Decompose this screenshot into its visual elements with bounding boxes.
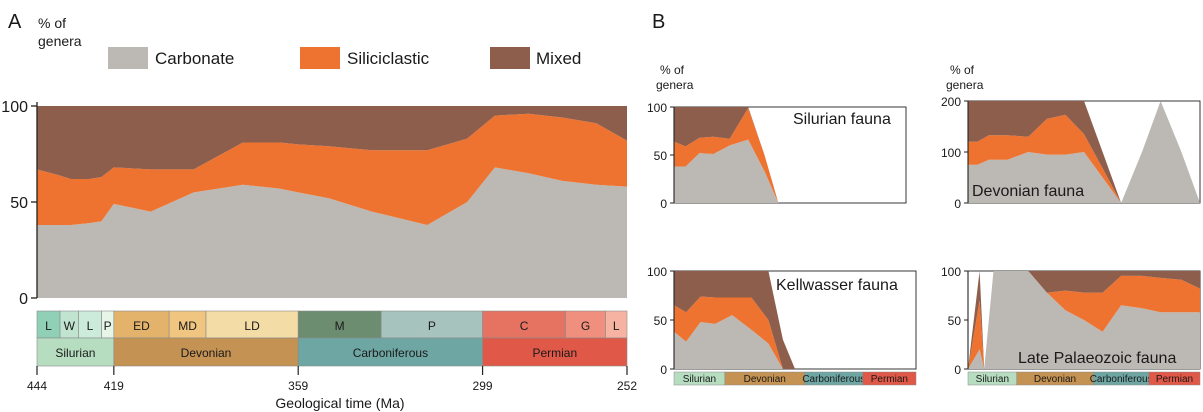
y-tick-label: 50 xyxy=(654,149,668,163)
x-tick-label: 419 xyxy=(104,379,124,393)
stage-label: LD xyxy=(244,319,260,333)
legend-swatch-mixed xyxy=(490,47,530,69)
y-tick-label: 0 xyxy=(954,363,961,377)
stage-label: M xyxy=(335,319,345,333)
period-box xyxy=(297,337,483,367)
kellwasser-fauna-area-carbonate xyxy=(674,315,916,369)
stage-box xyxy=(205,310,299,339)
y-axis-label: genera xyxy=(946,78,984,92)
stage-box xyxy=(297,310,382,339)
panel-letter-a: A xyxy=(8,11,22,33)
period-box xyxy=(36,337,115,367)
late-palaeozoic-fauna-area-mixed xyxy=(968,271,1200,369)
x-axis-title: Geological time (Ma) xyxy=(275,395,404,411)
mini-period-box xyxy=(1148,371,1201,386)
period-box xyxy=(113,337,299,367)
chart-title: Late Palaeozoic fauna xyxy=(1018,350,1176,367)
mini-period-label: Devonian xyxy=(1034,374,1076,385)
legend-swatch-siliciclastic xyxy=(300,47,340,69)
kellwasser-fauna-area-mixed xyxy=(674,271,916,369)
stage-label: P xyxy=(428,319,436,333)
stage-label: MD xyxy=(178,319,197,333)
stage-label: L xyxy=(45,319,52,333)
legend-swatch-carbonate xyxy=(108,47,148,69)
mini-period-label: Carboniferous xyxy=(1090,374,1153,385)
mini-period-label: Permian xyxy=(871,374,908,385)
y-tick-label: 50 xyxy=(948,314,962,328)
y-tick-label: 100 xyxy=(647,265,667,279)
legend-label-siliciclastic: Siliciclastic xyxy=(347,49,430,68)
period-label: Carboniferous xyxy=(353,346,428,360)
late-palaeozoic-fauna-area-siliciclastic xyxy=(968,271,1200,369)
panel-a-x-axis: 444 419 359 299 252 xyxy=(27,366,637,393)
devonian-fauna-area-mixed xyxy=(968,101,1200,203)
stage-label: ED xyxy=(133,319,150,333)
y-tick-label: 100 xyxy=(647,101,667,115)
x-tick-label: 252 xyxy=(617,379,637,393)
chart-title: Devonian fauna xyxy=(972,183,1084,200)
stage-box xyxy=(565,310,606,339)
y-tick-label: 100 xyxy=(941,146,961,160)
legend-label-mixed: Mixed xyxy=(536,49,581,68)
stage-label: G xyxy=(581,319,590,333)
y-tick-label: 50 xyxy=(654,314,668,328)
y-tick-label: 0 xyxy=(954,197,961,211)
stage-label: L xyxy=(613,319,620,333)
panel-a-ylabel-line2: genera xyxy=(38,33,82,49)
kellwasser-fauna-area-siliciclastic xyxy=(674,296,916,369)
period-label: Devonian xyxy=(181,346,232,360)
chart-late-palaeozoic-fauna: 0 50 100 Late Palaeozoic fauna Silurian Devon… xyxy=(941,265,1201,386)
y-tick-label: 100 xyxy=(1,99,28,116)
y-tick-label: 0 xyxy=(660,197,667,211)
x-tick-label: 444 xyxy=(27,379,47,393)
panel-a-area-carbonate xyxy=(37,167,627,298)
stage-label: L xyxy=(87,319,94,333)
period-label: Silurian xyxy=(55,346,95,360)
y-tick-label: 0 xyxy=(660,363,667,377)
chart-title: Silurian fauna xyxy=(793,111,891,128)
y-tick-label: 100 xyxy=(941,265,961,279)
chart-title: Kellwasser fauna xyxy=(776,277,898,294)
panel-a-area-siliciclastic xyxy=(37,113,627,225)
panel-a-areas xyxy=(37,106,627,298)
x-tick-label: 299 xyxy=(473,379,493,393)
period-label: Permian xyxy=(532,346,577,360)
stage-label: C xyxy=(520,319,529,333)
legend-label-carbonate: Carbonate xyxy=(155,49,234,68)
mini-period-label: Carboniferous xyxy=(802,374,865,385)
silurian-fauna-area-carbonate xyxy=(674,139,906,203)
stage-label: W xyxy=(64,319,76,333)
mini-period-label: Silurian xyxy=(683,374,716,385)
panel-a-chart: % of genera Carbonate Siliciclastic Mixe… xyxy=(1,15,637,411)
y-tick-label: 50 xyxy=(10,195,28,212)
mini-period-label: Silurian xyxy=(976,374,1009,385)
y-axis-label: % of xyxy=(660,63,685,77)
period-box xyxy=(482,337,628,367)
mini-period-label: Permian xyxy=(1156,374,1193,385)
stage-box xyxy=(380,310,483,339)
panel-a-axes: 0 50 100 xyxy=(1,99,38,308)
mini-period-box xyxy=(862,371,917,386)
chart-kellwasser-fauna: 0 50 100 Kellwasser fauna Silurian Devonian Ca… xyxy=(647,265,917,386)
panel-a-area-mixed xyxy=(37,106,627,179)
legend: Carbonate Siliciclastic Mixed xyxy=(108,47,581,69)
devonian-fauna-area-siliciclastic xyxy=(968,101,1200,203)
panel-letter-b: B xyxy=(652,11,665,33)
panel-a-ylabel-line1: % of xyxy=(38,15,66,31)
y-axis-label: % of xyxy=(950,63,975,77)
y-axis-label: genera xyxy=(656,78,694,92)
stage-box xyxy=(168,310,207,339)
y-tick-label: 0 xyxy=(19,291,28,308)
stage-label: P xyxy=(104,319,112,333)
silurian-fauna-area-mixed xyxy=(674,107,906,203)
y-tick-label: 200 xyxy=(941,95,961,109)
x-tick-label: 359 xyxy=(288,379,308,393)
mini-period-label: Devonian xyxy=(744,374,786,385)
